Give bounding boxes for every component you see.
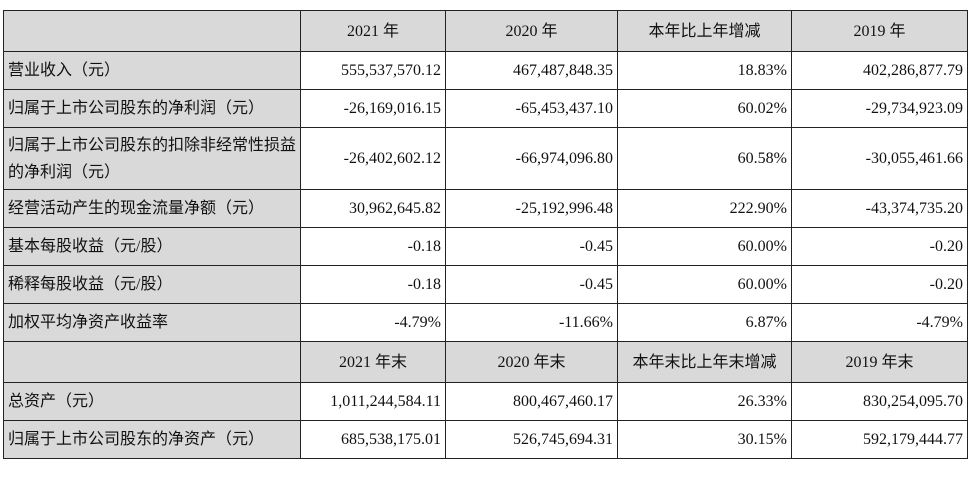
value-change-end: 26.33%: [617, 382, 792, 421]
row-label: 归属于上市公司股东的净资产（元）: [3, 420, 301, 459]
value-change: 60.58%: [617, 127, 792, 190]
header-cell-blank: [3, 10, 301, 52]
value-2020: -65,453,437.10: [445, 89, 618, 128]
table-row-diluted-eps: 稀释每股收益（元/股） -0.18 -0.45 60.00% -0.20: [3, 265, 968, 304]
value-2019-end: 592,179,444.77: [791, 420, 968, 459]
table-row-net-profit-deducted: 归属于上市公司股东的扣除非经常性损益的净利润（元） -26,402,602.12…: [3, 127, 968, 190]
table-row-weighted-roe: 加权平均净资产收益率 -4.79% -11.66% 6.87% -4.79%: [3, 303, 968, 342]
value-2019: -43,374,735.20: [791, 189, 968, 228]
value-2019: -0.20: [791, 265, 968, 304]
value-2019: 402,286,877.79: [791, 51, 968, 90]
value-change: 222.90%: [617, 189, 792, 228]
financial-summary-table: 2021 年 2020 年 本年比上年增减 2019 年 营业收入（元） 555…: [3, 10, 968, 459]
value-2021-end: 685,538,175.01: [300, 420, 446, 459]
row-label: 稀释每股收益（元/股）: [3, 265, 301, 304]
value-change: 6.87%: [617, 303, 792, 342]
value-2020: -11.66%: [445, 303, 618, 342]
row-label: 总资产（元）: [3, 382, 301, 421]
table-row-net-assets: 归属于上市公司股东的净资产（元） 685,538,175.01 526,745,…: [3, 420, 968, 459]
header-cell-change-end: 本年末比上年末增减: [617, 341, 792, 383]
value-2020: 467,487,848.35: [445, 51, 618, 90]
table-row-operating-cash-flow: 经营活动产生的现金流量净额（元） 30,962,645.82 -25,192,9…: [3, 189, 968, 228]
header-cell-2021: 2021 年: [300, 10, 446, 52]
value-2021: -26,402,602.12: [300, 127, 446, 190]
table-row-revenue: 营业收入（元） 555,537,570.12 467,487,848.35 18…: [3, 51, 968, 90]
row-label: 营业收入（元）: [3, 51, 301, 90]
table-row-net-profit: 归属于上市公司股东的净利润（元） -26,169,016.15 -65,453,…: [3, 89, 968, 128]
value-2021: -0.18: [300, 227, 446, 266]
table-row-basic-eps: 基本每股收益（元/股） -0.18 -0.45 60.00% -0.20: [3, 227, 968, 266]
row-label: 经营活动产生的现金流量净额（元）: [3, 189, 301, 228]
value-2020: -0.45: [445, 227, 618, 266]
row-label: 归属于上市公司股东的净利润（元）: [3, 89, 301, 128]
value-2019-end: 830,254,095.70: [791, 382, 968, 421]
value-change: 18.83%: [617, 51, 792, 90]
value-2020: -66,974,096.80: [445, 127, 618, 190]
value-change-end: 30.15%: [617, 420, 792, 459]
header-cell-blank: [3, 341, 301, 383]
value-2020: -0.45: [445, 265, 618, 304]
value-change: 60.02%: [617, 89, 792, 128]
header-row-annual: 2021 年 2020 年 本年比上年增减 2019 年: [3, 10, 968, 52]
value-change: 60.00%: [617, 227, 792, 266]
value-2021: 30,962,645.82: [300, 189, 446, 228]
header-cell-2019-end: 2019 年末: [791, 341, 968, 383]
value-2021: -4.79%: [300, 303, 446, 342]
value-2021-end: 1,011,244,584.11: [300, 382, 446, 421]
value-2021: 555,537,570.12: [300, 51, 446, 90]
value-2019: -0.20: [791, 227, 968, 266]
header-cell-2019: 2019 年: [791, 10, 968, 52]
header-cell-2020-end: 2020 年末: [445, 341, 618, 383]
row-label: 归属于上市公司股东的扣除非经常性损益的净利润（元）: [3, 127, 301, 190]
value-2020-end: 526,745,694.31: [445, 420, 618, 459]
header-cell-2020: 2020 年: [445, 10, 618, 52]
value-2021: -0.18: [300, 265, 446, 304]
value-2019: -4.79%: [791, 303, 968, 342]
value-2019: -29,734,923.09: [791, 89, 968, 128]
row-label: 基本每股收益（元/股）: [3, 227, 301, 266]
value-2019: -30,055,461.66: [791, 127, 968, 190]
value-2021: -26,169,016.15: [300, 89, 446, 128]
header-cell-change: 本年比上年增减: [617, 10, 792, 52]
value-change: 60.00%: [617, 265, 792, 304]
value-2020: -25,192,996.48: [445, 189, 618, 228]
table-row-total-assets: 总资产（元） 1,011,244,584.11 800,467,460.17 2…: [3, 382, 968, 421]
header-row-year-end: 2021 年末 2020 年末 本年末比上年末增减 2019 年末: [3, 341, 968, 383]
row-label: 加权平均净资产收益率: [3, 303, 301, 342]
header-cell-2021-end: 2021 年末: [300, 341, 446, 383]
value-2020-end: 800,467,460.17: [445, 382, 618, 421]
